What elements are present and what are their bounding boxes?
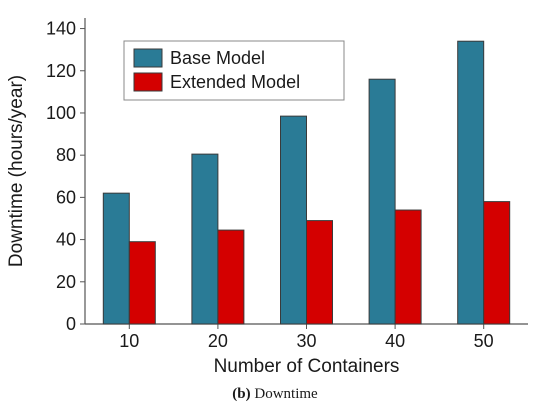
y-axis: 0 20 40 60 80 100 120 140 bbox=[46, 18, 86, 334]
x-tick-label: 10 bbox=[119, 331, 139, 351]
bar-extended-model bbox=[483, 201, 511, 325]
y-tick-label: 120 bbox=[46, 61, 76, 81]
bar-extended-model bbox=[306, 220, 333, 325]
y-tick-label: 0 bbox=[66, 314, 76, 334]
legend-label: Base Model bbox=[170, 48, 265, 68]
x-tick-label: 40 bbox=[385, 331, 405, 351]
bar-chart: 0 20 40 60 80 100 120 140 10 20 30 40 50 Downtime (… bbox=[6, 18, 528, 377]
y-tick-label: 60 bbox=[56, 187, 76, 207]
y-tick-label: 40 bbox=[56, 230, 76, 250]
x-axis: 10 20 30 40 50 bbox=[85, 323, 528, 351]
x-tick-label: 50 bbox=[474, 331, 494, 351]
bar-base-model bbox=[102, 192, 130, 325]
x-tick-label: 30 bbox=[296, 331, 316, 351]
bar-extended-model bbox=[128, 241, 156, 325]
bar-extended-model bbox=[217, 229, 245, 325]
caption-label: (b) bbox=[232, 386, 251, 402]
legend: Base Model Extended Model bbox=[123, 40, 345, 101]
bar-extended-model bbox=[394, 209, 422, 325]
y-tick-label: 100 bbox=[46, 103, 76, 123]
x-tick-label: 20 bbox=[208, 331, 228, 351]
y-tick-label: 140 bbox=[46, 19, 76, 39]
bars bbox=[102, 40, 511, 325]
bar-base-model bbox=[191, 153, 219, 325]
bar-base-model bbox=[457, 40, 485, 325]
y-tick-label: 80 bbox=[56, 145, 76, 165]
legend-swatch bbox=[133, 48, 163, 68]
y-axis-title: Downtime (hours/year) bbox=[6, 75, 27, 267]
caption-text: Downtime bbox=[254, 386, 318, 402]
y-tick-label: 20 bbox=[56, 272, 76, 292]
legend-label: Extended Model bbox=[170, 72, 300, 92]
x-axis-title: Number of Containers bbox=[214, 356, 400, 377]
legend-swatch bbox=[133, 72, 163, 92]
bar-base-model bbox=[368, 78, 396, 325]
bar-base-model bbox=[280, 115, 307, 325]
figure-caption: (b) Downtime bbox=[0, 386, 550, 403]
